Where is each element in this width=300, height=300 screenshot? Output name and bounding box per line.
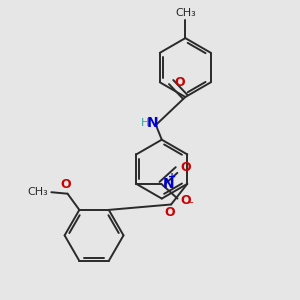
Text: O: O xyxy=(61,178,71,191)
Text: CH₃: CH₃ xyxy=(175,8,196,18)
Text: CH₃: CH₃ xyxy=(28,187,48,197)
Text: H: H xyxy=(140,118,149,128)
Text: O: O xyxy=(180,161,191,174)
Text: ⁻: ⁻ xyxy=(187,200,193,210)
Text: O: O xyxy=(164,206,175,219)
Text: N: N xyxy=(163,177,174,191)
Text: +: + xyxy=(167,172,176,182)
Text: O: O xyxy=(175,76,185,88)
Text: N: N xyxy=(147,116,159,130)
Text: O: O xyxy=(180,194,191,207)
